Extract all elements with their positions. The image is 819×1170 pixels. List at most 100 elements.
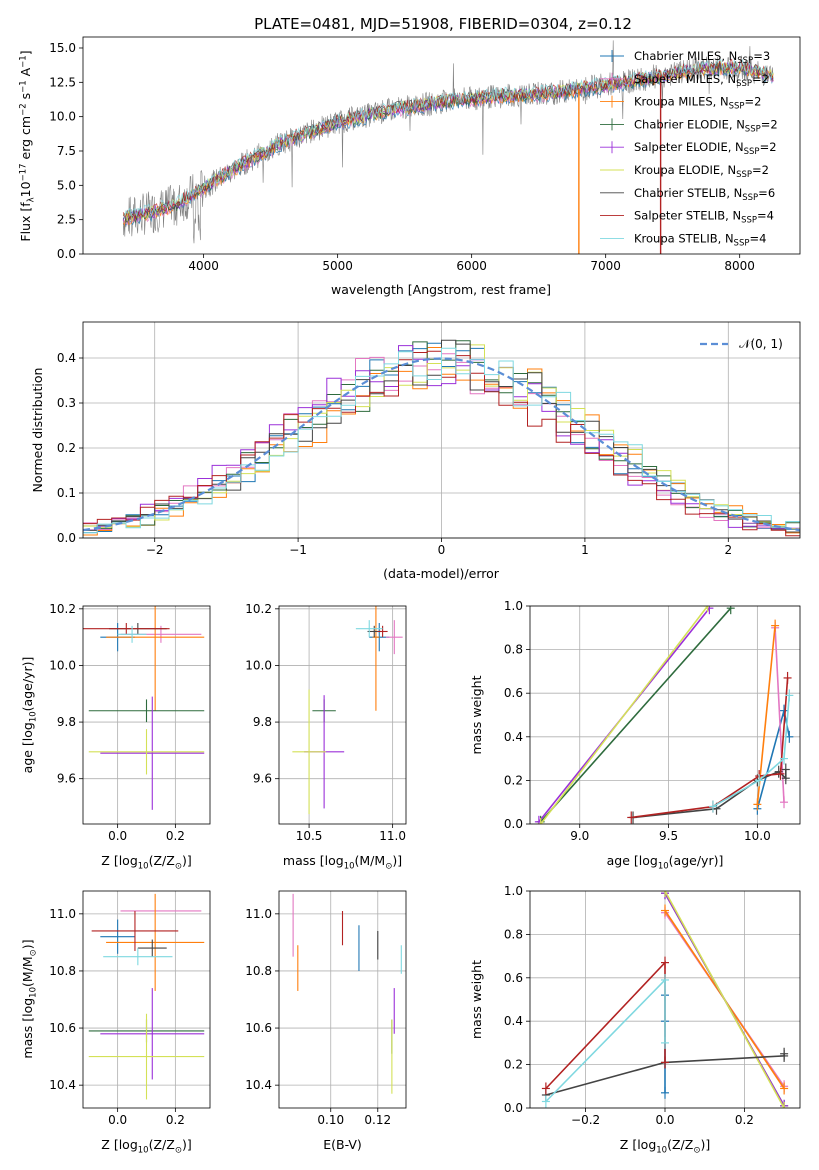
legend-item: Chabrier ELODIE, NSSP=2 — [600, 117, 778, 134]
y-tick-label: 9.8 — [253, 715, 272, 729]
y-axis-label: Normed distribution — [30, 368, 45, 493]
x-tick-label: 11.0 — [379, 829, 406, 843]
axes-frame — [529, 605, 801, 825]
legend-label: Kroupa MILES, NSSP=2 — [634, 95, 761, 112]
x-tick-label: 2 — [724, 543, 732, 557]
y-tick-label: 11.0 — [245, 907, 272, 921]
y-tick-label: 9.6 — [253, 772, 272, 786]
y-tick-label: 11.0 — [49, 907, 76, 921]
x-tick-label: 0.2 — [735, 1113, 754, 1127]
y-tick-label: 0.4 — [504, 1014, 523, 1028]
y-tick-label: 0.3 — [57, 396, 76, 410]
x-tick-label: 0 — [438, 543, 446, 557]
y-tick-label: 10.0 — [49, 658, 76, 672]
x-tick-label: −1 — [289, 543, 307, 557]
x-tick-label: −2 — [146, 543, 164, 557]
y-tick-label: 10.6 — [49, 1021, 76, 1035]
weight-series-kroupa-elodie — [536, 606, 712, 824]
errorbar-point — [100, 988, 205, 1080]
grid — [279, 606, 406, 824]
axes-frame — [82, 36, 801, 255]
x-tick-label: 10.5 — [296, 829, 323, 843]
legend-label: Chabrier ELODIE, NSSP=2 — [634, 117, 778, 134]
x-tick-label: 0.0 — [655, 1113, 674, 1127]
errorbar-point — [377, 625, 388, 638]
y-tick-label: 5.0 — [57, 178, 76, 192]
y-tick-label: 0.6 — [504, 686, 523, 700]
axes-frame — [278, 890, 407, 1109]
legend-item: Salpeter MILES, NSSP=2 — [600, 72, 769, 89]
y-tick-label: 0.0 — [57, 531, 76, 545]
plot-area — [83, 606, 205, 810]
x-axis-label: Z [log10(Z/Z⊙)] — [101, 1137, 191, 1156]
axes-frame — [82, 321, 801, 539]
y-tick-label: 10.0 — [245, 658, 272, 672]
y-tick-label: 15.0 — [49, 41, 76, 55]
x-tick-label: 6000 — [456, 259, 487, 273]
errorbar-point — [83, 622, 170, 635]
plot-area — [292, 606, 403, 815]
errorbar-point — [103, 948, 173, 966]
weight-series-kroupa-elodie — [661, 891, 789, 1108]
y-tick-label: 0.0 — [504, 1101, 523, 1115]
y-tick-label: 0.0 — [504, 817, 523, 831]
y-tick-label: 9.6 — [57, 772, 76, 786]
legend-label: Chabrier MILES, NSSP=3 — [634, 49, 770, 66]
grid — [279, 891, 406, 1108]
errorbar-point — [91, 910, 179, 951]
x-tick-label: 9.0 — [570, 829, 589, 843]
y-tick-label: 10.2 — [49, 602, 76, 616]
errorbar-point — [292, 689, 326, 815]
errorbar-point — [385, 620, 403, 655]
legend-item: Salpeter ELODIE, NSSP=2 — [600, 140, 777, 157]
x-axis-label: age [log10(age/yr)] — [607, 853, 724, 872]
x-tick-label: −0.2 — [571, 1113, 600, 1127]
errorbar-point — [88, 729, 205, 775]
weight-series-kroupa-stelib — [708, 689, 794, 813]
y-tick-label: 0.8 — [504, 927, 523, 941]
errorbar-point — [88, 699, 205, 723]
x-tick-label: 9.5 — [659, 829, 678, 843]
model-line-kroupa-stelib — [122, 59, 774, 220]
y-tick-label: 0.4 — [504, 730, 523, 744]
y-tick-label: 10.8 — [49, 964, 76, 978]
y-tick-label: 0.1 — [57, 486, 76, 500]
x-tick-label: 4000 — [188, 259, 219, 273]
legend-label: Kroupa STELIB, NSSP=4 — [634, 231, 766, 248]
x-axis-label: wavelength [Angstrom, rest frame] — [331, 282, 551, 297]
y-tick-label: 0.2 — [504, 773, 523, 787]
legend: Chabrier MILES, NSSP=3 Salpeter MILES, NS… — [600, 49, 778, 248]
weight-series-salpeter-stelib — [541, 956, 669, 1095]
legend-item: Salpeter STELIB, NSSP=4 — [600, 209, 774, 226]
y-tick-label: 10.4 — [245, 1078, 272, 1092]
y-tick-label: 0.2 — [504, 1058, 523, 1072]
x-tick-label: 10.0 — [744, 829, 771, 843]
residual-histogram-chart: −2 −1 0 1 2 0.0 0.1 0.2 0.3 0.4 𝒩(0, 1) — [57, 321, 801, 557]
x-tick-label: 1 — [581, 543, 589, 557]
y-tick-label: 0.4 — [57, 351, 76, 365]
x-tick-label: 0.2 — [166, 829, 185, 843]
x-tick-label: 0.12 — [364, 1113, 391, 1127]
mass-weight-vs-metallicity-chart: −0.2 0.0 0.2 0.0 0.2 0.4 0.6 0.8 1.0 — [504, 884, 801, 1127]
mass-weight-vs-age-chart: 9.0 9.5 10.0 0.0 0.2 0.4 0.6 0.8 1.0 — [504, 599, 801, 843]
y-tick-label: 9.8 — [57, 715, 76, 729]
x-axis-label: Z [log10(Z/Z⊙)] — [101, 853, 191, 872]
legend: 𝒩(0, 1) — [700, 337, 783, 351]
y-tick-label: 0.8 — [504, 643, 523, 657]
weight-series-chabrier-elodie — [536, 606, 735, 824]
legend-label: Salpeter MILES, NSSP=2 — [634, 72, 769, 89]
mass-vs-extinction-chart: 0.10 0.12 10.4 10.6 10.8 11.0 — [245, 890, 407, 1127]
x-axis-label: E(B-V) — [323, 1137, 362, 1152]
plot-area — [83, 339, 800, 538]
y-axis-label: mass weight — [469, 960, 484, 1039]
age-vs-mass-chart: 10.5 11.0 9.6 9.8 10.0 10.2 — [245, 602, 407, 843]
legend-item: Kroupa MILES, NSSP=2 — [600, 95, 761, 112]
errorbar-point — [100, 919, 135, 954]
legend-item: Chabrier STELIB, NSSP=6 — [600, 186, 775, 203]
x-tick-label: 8000 — [724, 259, 755, 273]
plot-area — [122, 40, 774, 254]
y-tick-label: 0.2 — [57, 441, 76, 455]
legend-item: Chabrier MILES, NSSP=3 — [600, 49, 770, 66]
y-axis-label: Flux [fλ10−17 erg cm−2 s−1 A−1] — [18, 50, 37, 241]
